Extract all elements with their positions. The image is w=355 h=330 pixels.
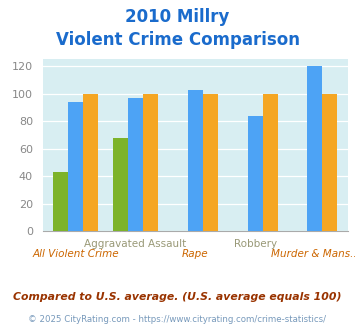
Text: All Violent Crime: All Violent Crime: [32, 249, 119, 259]
Text: Robbery: Robbery: [234, 239, 277, 249]
Text: © 2025 CityRating.com - https://www.cityrating.com/crime-statistics/: © 2025 CityRating.com - https://www.city…: [28, 315, 327, 324]
Bar: [203, 94, 218, 231]
Bar: [68, 102, 83, 231]
Text: Rape: Rape: [182, 249, 209, 259]
Bar: [128, 98, 143, 231]
Text: Aggravated Assault: Aggravated Assault: [84, 239, 186, 249]
Legend: Millry, Alabama, National: Millry, Alabama, National: [52, 326, 338, 330]
Bar: [53, 172, 68, 231]
Text: Violent Crime Comparison: Violent Crime Comparison: [55, 31, 300, 50]
Bar: [188, 90, 203, 231]
Text: 2010 Millry: 2010 Millry: [125, 8, 230, 26]
Bar: [263, 94, 278, 231]
Bar: [248, 116, 263, 231]
Text: Compared to U.S. average. (U.S. average equals 100): Compared to U.S. average. (U.S. average …: [13, 292, 342, 302]
Bar: [322, 94, 337, 231]
Bar: [83, 94, 98, 231]
Bar: [143, 94, 158, 231]
Bar: [307, 66, 322, 231]
Bar: [113, 138, 128, 231]
Text: Murder & Mans...: Murder & Mans...: [271, 249, 355, 259]
